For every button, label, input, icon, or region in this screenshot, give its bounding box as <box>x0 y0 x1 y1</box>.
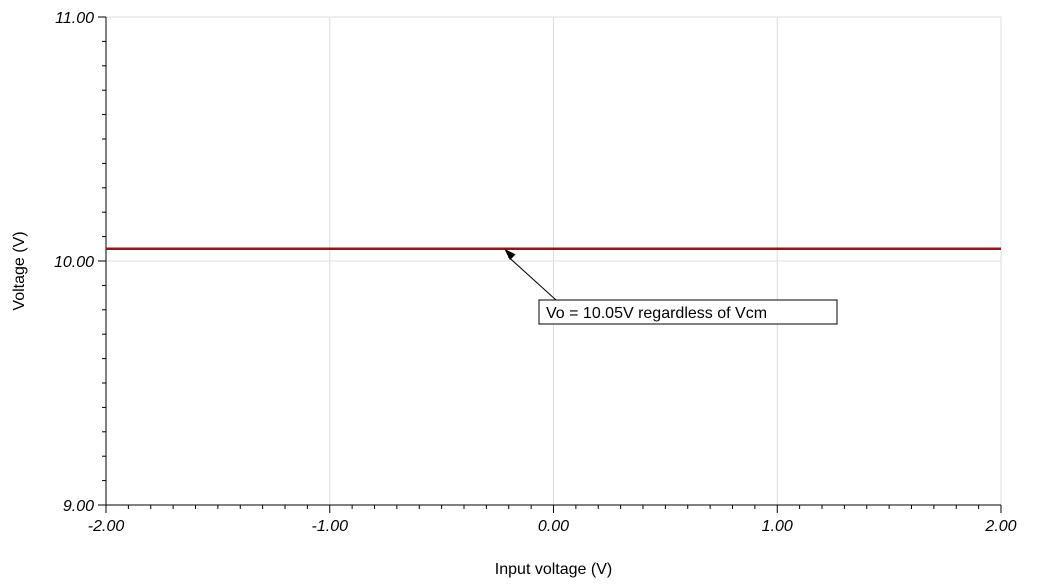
x-tick-label-0: -2.00 <box>88 518 125 535</box>
x-axis-title: Input voltage (V) <box>495 561 612 578</box>
y-axis-title: Voltage (V) <box>11 231 28 310</box>
y-tick-label-1: 10.00 <box>54 254 94 271</box>
axis-layer <box>105 17 1001 506</box>
minor-tick-layer <box>98 16 1002 513</box>
annotation-box <box>538 299 838 325</box>
annotation-arrowhead <box>504 248 516 261</box>
x-tick-label-3: 1.00 <box>762 518 793 535</box>
x-tick-label-2: 0.00 <box>538 518 569 535</box>
y-tick-label-2: 11.00 <box>55 10 94 27</box>
grid-layer <box>105 16 1002 506</box>
annotation-layer: Vo = 10.05V regardless of Vcm <box>504 248 838 325</box>
tick-label-layer: -2.00 -1.00 0.00 1.00 2.00 9.00 10.00 11.00 <box>54 10 1017 535</box>
x-tick-label-1: -1.00 <box>312 518 349 535</box>
x-tick-label-4: 2.00 <box>984 518 1016 535</box>
annotation-text: Vo = 10.05V regardless of Vcm <box>546 305 767 322</box>
y-tick-label-0: 9.00 <box>63 498 94 515</box>
annotation-leader-line <box>507 256 557 301</box>
